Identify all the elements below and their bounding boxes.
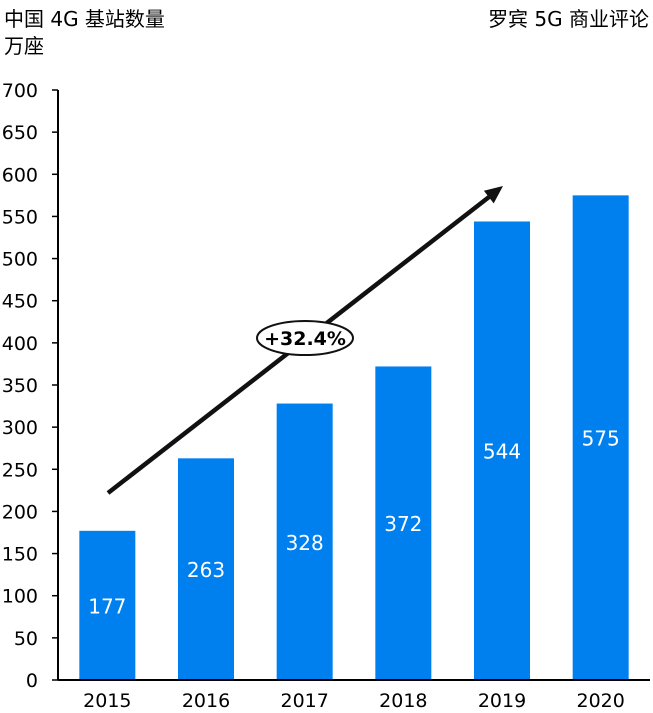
bar-2015 [79, 530, 136, 680]
bar-2017 [276, 403, 333, 680]
trend-arrow-head [483, 186, 503, 204]
bars: 177 263 328 372 544 575 [79, 195, 629, 680]
x-tick-label: 2019 [478, 690, 526, 712]
y-tick-label: 500 [2, 249, 38, 271]
y-tick-label: 550 [2, 206, 38, 228]
bar-value-label: 372 [384, 512, 422, 536]
y-tick-label: 100 [2, 586, 38, 608]
x-tick-label: 2015 [83, 690, 131, 712]
growth-rate-label: +32.4% [264, 328, 346, 350]
bar-2019 [474, 221, 530, 680]
y-tick-label: 450 [2, 291, 38, 313]
y-tick-label: 0 [26, 670, 38, 692]
bar-2016 [178, 458, 234, 680]
y-tick-label: 150 [2, 544, 38, 566]
y-tick-label: 600 [2, 164, 38, 186]
y-axis-unit: 万座 [4, 34, 44, 58]
source-label: 罗宾 5G 商业评论 [488, 7, 649, 31]
bar-value-label: 575 [582, 427, 620, 451]
y-tick-label: 400 [2, 333, 38, 355]
x-tick-label: 2016 [182, 690, 230, 712]
x-tick-label: 2018 [379, 690, 427, 712]
bar-value-label: 544 [483, 440, 521, 464]
y-tick-label: 200 [2, 501, 38, 523]
x-tick-label: 2017 [280, 690, 328, 712]
y-tick-label: 250 [2, 459, 38, 481]
bar-2020 [572, 195, 629, 680]
y-tick-label: 650 [2, 122, 38, 144]
y-tick-label: 50 [14, 628, 38, 650]
bar-value-label: 177 [88, 594, 126, 618]
x-tick-label: 2020 [576, 690, 624, 712]
bar-value-label: 328 [286, 531, 324, 555]
y-tick-label: 300 [2, 417, 38, 439]
chart-title: 中国 4G 基站数量 [4, 7, 165, 31]
y-tick-label: 350 [2, 375, 38, 397]
x-axis-ticks: 2015 2016 2017 2018 2019 2020 [83, 690, 625, 712]
bar-value-label: 263 [187, 558, 225, 582]
y-tick-label: 700 [2, 80, 38, 102]
growth-rate-bubble [256, 320, 354, 356]
y-axis-ticks: 0 50 100 150 200 250 300 350 400 450 500 550 600 650 7… [2, 80, 58, 692]
trend-arrow: +32.4% [106, 186, 503, 495]
bar-2018 [375, 366, 432, 680]
